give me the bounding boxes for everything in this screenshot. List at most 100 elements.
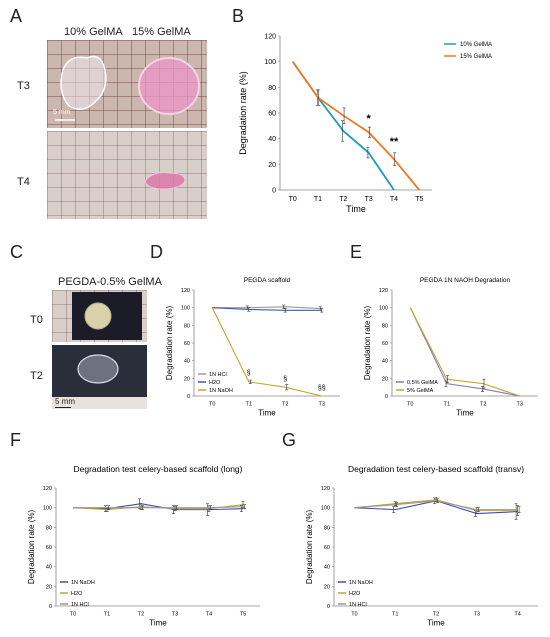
x-tick-label: T2 xyxy=(480,402,486,408)
legend-label: 1N NaOH xyxy=(71,580,95,586)
x-tick-label: T1 xyxy=(104,612,110,618)
y-tick-label: 120 xyxy=(379,288,388,294)
y-tick-label: 20 xyxy=(382,376,388,382)
y-tick-label: 0 xyxy=(327,604,330,610)
photo-c-t2 xyxy=(52,345,147,397)
legend-label: 1N NaOH xyxy=(349,580,373,586)
y-tick-label: 0 xyxy=(385,394,388,400)
significance-marker: § xyxy=(247,370,251,377)
x-axis-label: Time xyxy=(427,619,445,628)
y-tick-label: 40 xyxy=(324,565,330,571)
significance-marker: * xyxy=(367,113,372,125)
y-tick-label: 60 xyxy=(184,341,190,347)
x-tick-label: T5 xyxy=(240,612,246,618)
legend-label: 1N NaOH xyxy=(209,388,233,394)
x-tick-label: T0 xyxy=(289,196,297,203)
y-tick-label: 100 xyxy=(181,306,190,312)
legend-label: 10% GelMA xyxy=(460,42,492,48)
panel-letter-e: E xyxy=(350,242,363,262)
x-tick-label: T2 xyxy=(339,196,347,203)
y-tick-label: 60 xyxy=(382,341,388,347)
panel-letter-b: B xyxy=(232,6,245,26)
x-tick-label: T3 xyxy=(172,612,178,618)
y-tick-label: 80 xyxy=(268,85,276,92)
panel-a-label-10-gelma: 10% GelMA xyxy=(64,26,123,38)
x-tick-label: T3 xyxy=(319,402,325,408)
x-tick-label: T3 xyxy=(365,196,373,203)
scale-bar-c xyxy=(55,407,71,408)
y-tick-label: 120 xyxy=(43,486,52,492)
legend-label: 0.5% GelMA xyxy=(407,380,438,386)
photo-a-t4 xyxy=(47,131,207,219)
y-tick-label: 80 xyxy=(324,525,330,531)
x-axis-label: Time xyxy=(456,409,474,418)
x-tick-label: T0 xyxy=(407,402,413,408)
y-tick-label: 100 xyxy=(321,506,330,512)
chart-e: PEGDA 1N NAOH Degradation 0 20 40 60 80 100 120… xyxy=(363,277,538,418)
x-tick-label: T2 xyxy=(138,612,144,618)
series-line-0 xyxy=(291,61,395,191)
y-tick-label: 0 xyxy=(272,187,276,194)
y-tick-label: 100 xyxy=(379,306,388,312)
series-line-1 xyxy=(291,61,421,191)
y-tick-label: 100 xyxy=(43,506,52,512)
x-tick-label: T4 xyxy=(206,612,212,618)
y-tick-label: 40 xyxy=(184,359,190,365)
x-tick-label: T0 xyxy=(351,612,357,618)
chart-f: Degradation test celery-based scaffold (… xyxy=(27,464,260,628)
panel-c-title: PEGDA-0.5% GelMA xyxy=(58,276,162,288)
x-tick-label: T4 xyxy=(390,196,398,203)
pegda-residue-t2 xyxy=(77,354,119,384)
y-tick-label: 60 xyxy=(268,110,276,117)
legend-label: 5% GelMA xyxy=(407,388,434,394)
panel-letter-d: D xyxy=(150,242,163,262)
y-tick-label: 20 xyxy=(184,376,190,382)
x-tick-label: T0 xyxy=(70,612,76,618)
series-line-2 xyxy=(211,307,322,397)
significance-marker: ** xyxy=(390,136,399,148)
y-tick-label: 40 xyxy=(382,359,388,365)
legend-label: H2O xyxy=(209,380,221,386)
legend-label: H2O xyxy=(349,591,361,597)
y-tick-label: 100 xyxy=(264,59,276,66)
scale-bar-a-label: 5 mm xyxy=(53,109,71,116)
y-axis-label: Degradation rate (%) xyxy=(238,71,248,155)
photo-c-t0 xyxy=(52,290,147,342)
x-tick-label: T5 xyxy=(415,196,423,203)
y-tick-label: 20 xyxy=(268,162,276,169)
y-tick-label: 40 xyxy=(268,136,276,143)
x-tick-label: T1 xyxy=(392,612,398,618)
hydrogel-sample-10-gelma-t3 xyxy=(60,55,107,110)
panel-a-label-15-gelma: 15% GelMA xyxy=(132,26,191,38)
y-tick-label: 120 xyxy=(321,486,330,492)
y-tick-label: 20 xyxy=(46,584,52,590)
x-tick-label: T1 xyxy=(246,402,252,408)
photo-c-ruler: 5 mm xyxy=(52,397,147,409)
y-tick-label: 0 xyxy=(187,394,190,400)
legend-label: 15% GelMA xyxy=(460,54,492,60)
y-axis-label: Degradation rate (%) xyxy=(165,306,174,381)
x-tick-label: T3 xyxy=(517,402,523,408)
legend-label: 1N HCl xyxy=(349,602,367,608)
chart-g: Degradation test celery-based scaffold (… xyxy=(305,464,538,628)
x-tick-label: T0 xyxy=(209,402,215,408)
panel-c-label-t2: T2 xyxy=(30,370,43,382)
legend-label: 1N HCl xyxy=(209,372,227,378)
y-tick-label: 80 xyxy=(46,525,52,531)
x-tick-label: T1 xyxy=(314,196,322,203)
series-line-1 xyxy=(409,307,520,397)
x-tick-label: T4 xyxy=(514,612,520,618)
y-tick-label: 40 xyxy=(46,565,52,571)
series-line-0 xyxy=(212,306,322,310)
legend-label: 1N HCl xyxy=(71,602,89,608)
panel-a-label-t3: T3 xyxy=(17,80,30,92)
series-line-2 xyxy=(354,500,518,511)
x-tick-label: T1 xyxy=(444,402,450,408)
y-tick-label: 0 xyxy=(49,604,52,610)
chart-title: Degradation test celery-based scaffold (… xyxy=(74,464,243,474)
hydrogel-sample-15-gelma-t4 xyxy=(144,172,186,190)
series-line-0 xyxy=(72,503,244,511)
chart-b: 0 20 40 60 80 100 120 T0 T1 T2 T3 T4 T5 Time Degradati… xyxy=(238,33,492,214)
significance-marker: § xyxy=(283,376,287,383)
photo-a-t3: 5 mm xyxy=(47,40,207,128)
